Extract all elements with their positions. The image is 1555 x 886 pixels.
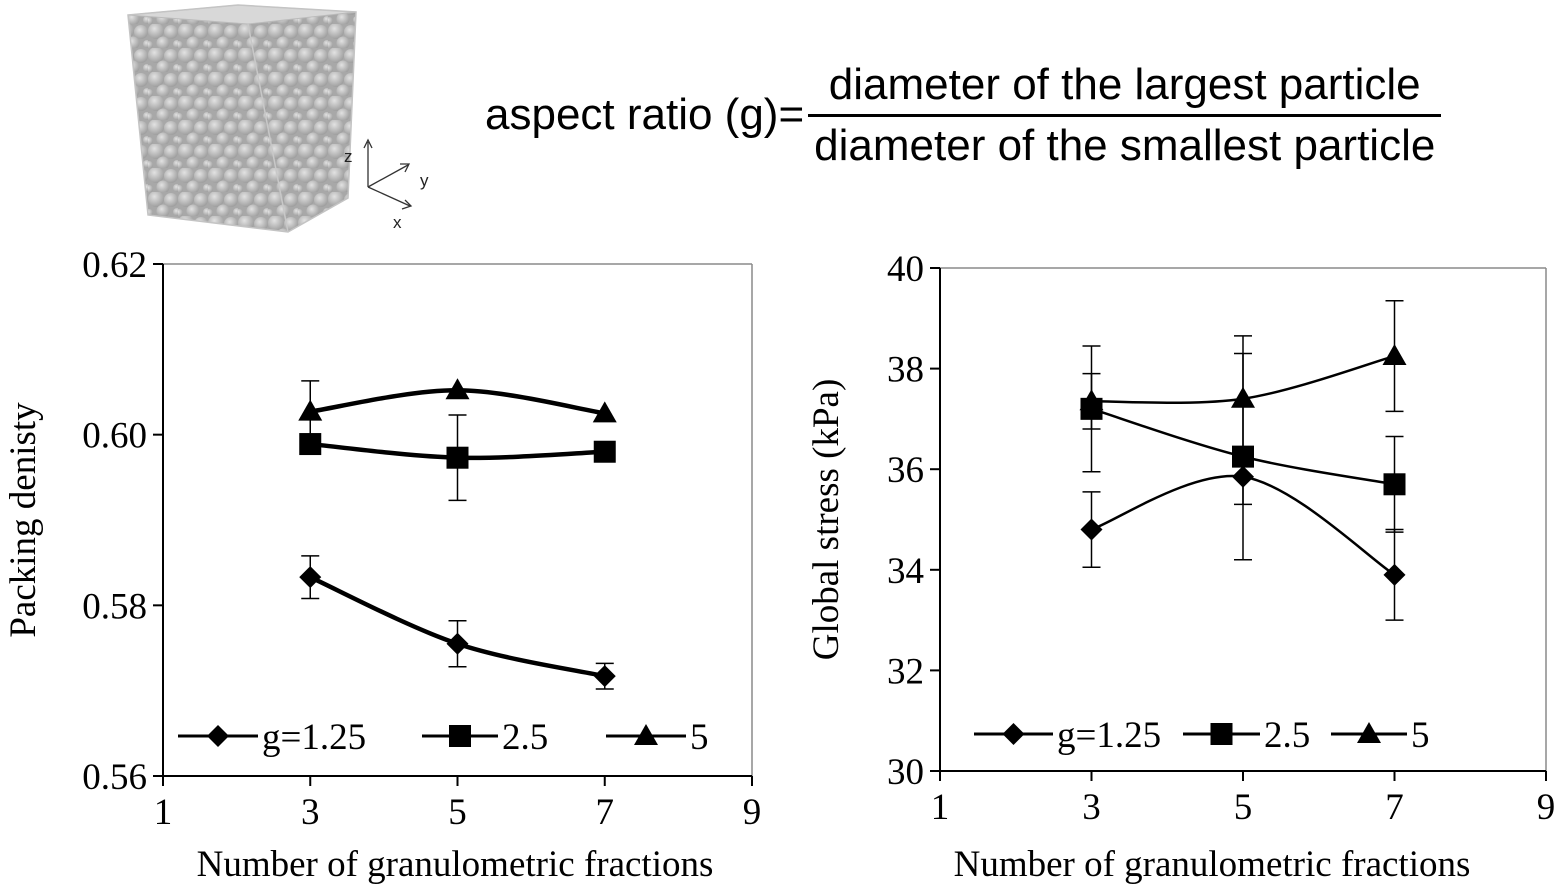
legend-label: g=1.25: [1057, 715, 1161, 756]
x-tick-label: 9: [1537, 787, 1555, 828]
y-axis-title: Global stress (kPa): [806, 379, 847, 661]
legend-marker-triangle: [1357, 722, 1381, 743]
y-tick-label: 38: [887, 350, 924, 391]
x-tick-label: 5: [448, 792, 467, 833]
data-point-diamond: [1383, 563, 1406, 586]
x-tick-label: 1: [931, 787, 950, 828]
legend-label: 2.5: [1264, 715, 1310, 756]
axis-triad-icon: [363, 138, 413, 210]
formula-lhs: aspect ratio (g)=: [485, 90, 805, 139]
x-tick-label: 7: [596, 792, 615, 833]
legend-marker-triangle: [634, 724, 658, 745]
data-point-diamond: [593, 665, 616, 688]
x-tick-label: 9: [743, 792, 762, 833]
formula-fraction: diameter of the largest particle diamete…: [808, 59, 1442, 171]
legend-marker-diamond: [1002, 723, 1025, 745]
legend-label: 5: [690, 717, 709, 758]
particle-cube: [127, 4, 357, 233]
legend-marker-square: [449, 725, 471, 747]
data-point-triangle: [1231, 386, 1255, 408]
x-tick-label: 3: [301, 792, 320, 833]
axis-label-z: z: [344, 147, 353, 166]
data-point-diamond: [1080, 518, 1103, 541]
formula-denominator: diameter of the smallest particle: [814, 120, 1436, 170]
legend-marker-diamond: [207, 725, 229, 747]
particle-packing-illustration: z y x: [127, 4, 429, 233]
legend-label: 2.5: [502, 717, 548, 758]
y-tick-label: 30: [887, 752, 924, 793]
data-point-square: [446, 446, 469, 469]
x-tick-label: 5: [1234, 787, 1253, 828]
legend-marker-square: [1210, 723, 1233, 745]
y-tick-label: 0.58: [82, 586, 147, 627]
formula-numerator: diameter of the largest particle: [828, 59, 1421, 109]
y-tick-label: 0.62: [82, 245, 147, 286]
data-point-square: [1383, 473, 1406, 496]
aspect-ratio-formula: aspect ratio (g)= diameter of the larges…: [485, 55, 1442, 175]
y-tick-label: 34: [887, 551, 924, 592]
data-point-triangle: [445, 378, 470, 400]
y-tick-label: 0.56: [82, 757, 147, 798]
data-point-square: [593, 440, 616, 463]
legend-label: g=1.25: [262, 717, 366, 758]
y-axis-title: Packing denisty: [3, 402, 44, 638]
fraction-bar: [808, 113, 1442, 117]
data-point-triangle: [1382, 344, 1407, 366]
y-tick-label: 32: [887, 651, 924, 692]
legend-label: 5: [1411, 715, 1430, 756]
x-axis-title: Number of granulometric fractions: [197, 844, 714, 885]
x-tick-label: 7: [1385, 787, 1404, 828]
data-point-triangle: [592, 401, 617, 423]
data-point-diamond: [446, 632, 469, 655]
x-tick-label: 3: [1082, 787, 1101, 828]
x-tick-label: 1: [154, 792, 173, 833]
y-tick-label: 0.60: [82, 416, 147, 457]
y-tick-label: 36: [887, 450, 924, 491]
y-tick-label: 40: [887, 249, 924, 290]
data-point-triangle: [1079, 389, 1104, 411]
data-point-square: [299, 433, 322, 456]
axis-label-x: x: [393, 213, 402, 232]
axis-label-y: y: [420, 171, 429, 190]
data-point-diamond: [299, 566, 322, 589]
x-axis-title: Number of granulometric fractions: [954, 844, 1471, 885]
data-point-triangle: [298, 399, 323, 421]
